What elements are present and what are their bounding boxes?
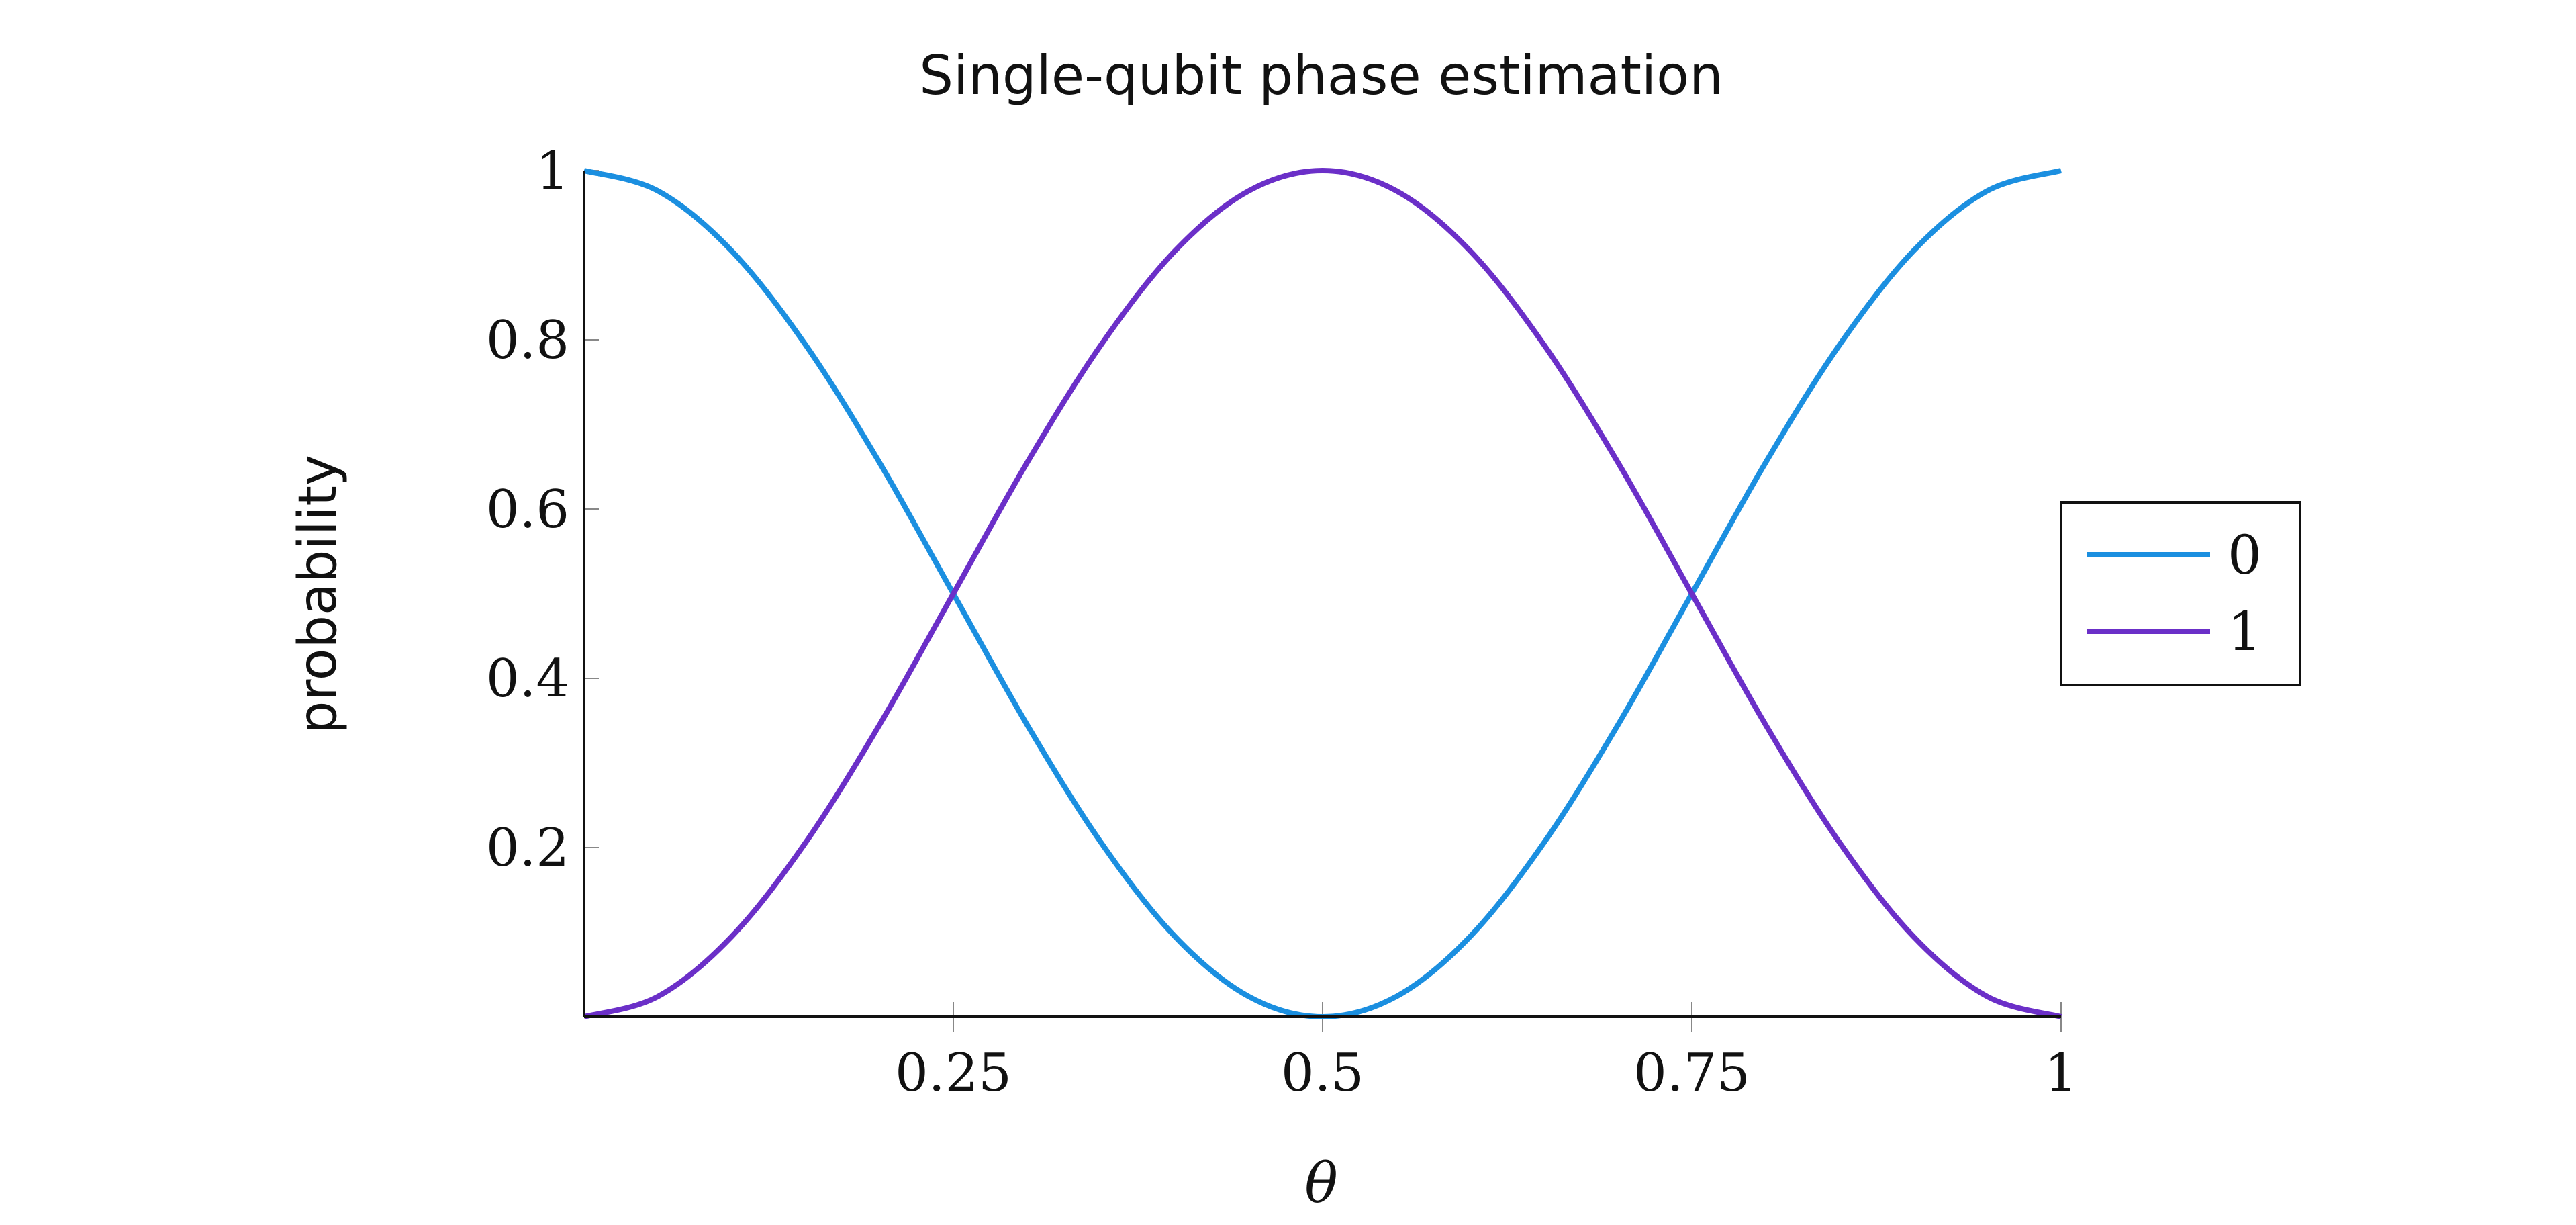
y-tick-label: 0.4 bbox=[486, 649, 569, 709]
y-axis-ticks: 0.2 0.4 0.6 0.8 1 bbox=[486, 141, 599, 878]
x-tick-label: 0.5 bbox=[1281, 1043, 1364, 1103]
x-tick-label: 0.75 bbox=[1633, 1043, 1750, 1103]
x-tick-label: 0.25 bbox=[895, 1043, 1012, 1103]
y-tick-label: 1 bbox=[536, 141, 569, 201]
y-tick-label: 0.6 bbox=[486, 480, 569, 540]
x-axis-label: θ bbox=[1304, 1152, 1337, 1216]
series-line-1 bbox=[583, 168, 2062, 1019]
legend-label-1: 1 bbox=[2228, 600, 2262, 663]
y-tick-label: 0.2 bbox=[486, 818, 569, 878]
series-lines bbox=[583, 168, 2062, 1019]
series-line-0 bbox=[583, 168, 2062, 1019]
x-tick-label: 1 bbox=[2044, 1043, 2078, 1103]
y-tick-label: 0.8 bbox=[486, 310, 569, 371]
legend: 0 1 bbox=[2060, 501, 2301, 686]
legend-label-0: 0 bbox=[2228, 524, 2262, 586]
y-axis-label: probability bbox=[288, 455, 348, 734]
x-axis-ticks: 0.25 0.5 0.75 1 bbox=[895, 1002, 2078, 1103]
chart-title: Single-qubit phase estimation bbox=[919, 44, 1723, 107]
legend-box bbox=[2060, 501, 2301, 686]
